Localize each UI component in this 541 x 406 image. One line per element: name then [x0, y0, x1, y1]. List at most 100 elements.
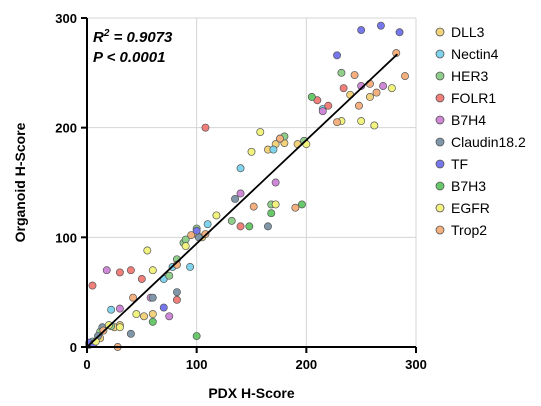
r2-superscript: 2 — [103, 28, 110, 39]
data-point — [115, 304, 124, 313]
legend-marker — [435, 115, 445, 125]
data-point — [395, 28, 404, 37]
data-point — [115, 268, 124, 277]
data-point — [148, 293, 157, 302]
x-tick-label: 100 — [186, 357, 208, 372]
regression-line — [86, 53, 398, 348]
data-point — [126, 266, 135, 275]
data-point — [357, 26, 366, 35]
data-point — [372, 88, 381, 97]
data-point — [333, 118, 341, 127]
r2-value: = 0.9073 — [109, 29, 173, 46]
legend-label: B7H3 — [451, 178, 486, 194]
grid-lines — [87, 17, 417, 347]
legend-label: Trop2 — [451, 222, 487, 238]
data-point — [227, 216, 236, 225]
data-point — [181, 242, 190, 251]
data-point — [88, 281, 97, 290]
legend-label: Claudin18.2 — [451, 134, 526, 150]
x-tick-label: 0 — [83, 357, 90, 372]
data-point — [172, 295, 181, 304]
x-axis-title: PDX H-Score — [208, 385, 295, 401]
data-point — [102, 266, 111, 275]
data-point — [129, 293, 138, 302]
r2-prefix: R — [93, 29, 104, 46]
data-point — [148, 310, 157, 319]
data-point — [247, 147, 256, 156]
data-point — [355, 101, 363, 110]
data-point — [324, 101, 333, 110]
tick-labels: 0 100 200 300 0 100 200 300 — [55, 11, 427, 372]
data-point — [271, 178, 280, 187]
y-tick-label: 200 — [55, 121, 77, 136]
legend-marker — [435, 71, 445, 81]
legend-label: DLL3 — [451, 24, 485, 40]
data-point — [231, 194, 239, 203]
data-point — [297, 200, 306, 209]
legend-marker — [435, 159, 445, 169]
data-point — [107, 305, 116, 314]
legend: DLL3 Nectin4 HER3 FOLR1 B7H4 Claudin18.2 TF B7H… — [435, 24, 526, 238]
legend-label: EGFR — [451, 200, 490, 216]
data-points — [85, 21, 409, 351]
p-value-annotation: P < 0.0001 — [93, 49, 165, 66]
data-point — [245, 222, 254, 231]
data-point — [165, 271, 174, 280]
legend-marker — [435, 181, 445, 191]
data-point — [236, 164, 245, 173]
data-point — [271, 200, 280, 209]
data-point — [370, 121, 379, 130]
data-point — [172, 288, 181, 297]
data-point — [159, 303, 168, 312]
x-tick-label: 200 — [295, 357, 317, 372]
data-point — [249, 202, 258, 211]
y-tick-label: 300 — [55, 11, 77, 26]
data-point — [267, 209, 276, 218]
data-point — [264, 222, 272, 231]
legend-label: HER3 — [451, 68, 489, 84]
legend-label: Nectin4 — [451, 46, 499, 62]
data-point — [115, 323, 124, 332]
legend-marker — [435, 203, 445, 213]
data-point — [401, 72, 409, 81]
legend-label: B7H4 — [451, 112, 486, 128]
data-point — [186, 262, 195, 271]
legend-label: TF — [451, 156, 468, 172]
data-point — [269, 145, 278, 154]
data-point — [143, 246, 152, 255]
data-point — [192, 332, 201, 340]
r-squared-annotation: R2 = 0.9073 — [93, 28, 173, 46]
data-point — [392, 49, 401, 58]
y-tick-label: 0 — [70, 340, 77, 355]
legend-marker — [435, 225, 445, 235]
legend-marker — [435, 93, 445, 103]
data-point — [339, 84, 348, 93]
data-point — [333, 51, 341, 60]
data-point — [165, 312, 174, 321]
axes — [81, 17, 417, 353]
legend-marker — [435, 137, 445, 147]
data-point — [236, 222, 245, 231]
y-axis-title: Organoid H-Score — [12, 122, 28, 242]
data-point — [379, 82, 388, 90]
data-point — [201, 123, 210, 132]
data-point — [357, 117, 366, 126]
data-point — [291, 203, 300, 212]
data-point — [337, 68, 346, 77]
data-point — [318, 107, 327, 116]
legend-label: FOLR1 — [451, 90, 496, 106]
data-point — [126, 329, 135, 338]
legend-marker — [435, 27, 445, 37]
legend-marker — [435, 49, 445, 59]
data-point — [236, 189, 245, 198]
x-tick-label: 300 — [405, 357, 427, 372]
data-point — [276, 134, 284, 143]
data-point — [365, 93, 374, 101]
data-point — [148, 266, 157, 275]
data-point — [192, 226, 201, 235]
data-point — [387, 84, 396, 93]
data-point — [137, 275, 146, 283]
data-point — [350, 71, 359, 79]
data-point — [187, 231, 196, 240]
